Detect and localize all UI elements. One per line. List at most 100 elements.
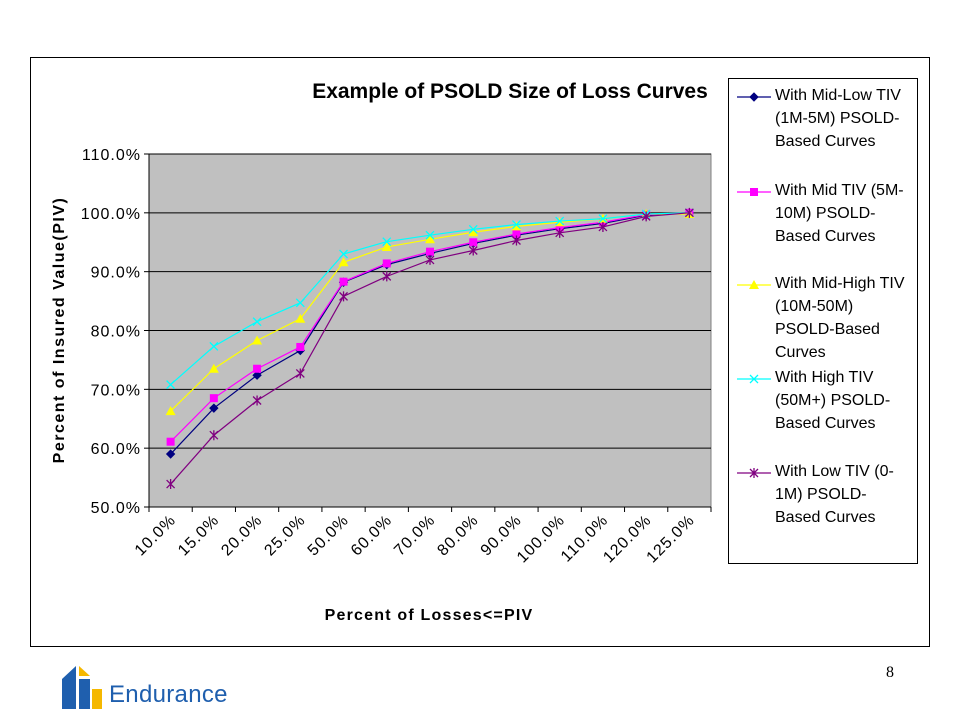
y-tick-label: 90.0% bbox=[91, 265, 141, 282]
data-point bbox=[684, 207, 694, 218]
data-point bbox=[382, 237, 392, 247]
legend-label-line: (50M+) PSOLD- bbox=[775, 392, 891, 409]
data-point bbox=[252, 370, 262, 380]
data-point bbox=[166, 437, 175, 446]
legend-label-line: With Mid-Low TIV bbox=[775, 87, 901, 104]
legend-label: With High TIV (50M+) PSOLD- Based Curves bbox=[775, 366, 917, 435]
data-point bbox=[598, 214, 608, 224]
legend-label-line: Based Curves bbox=[775, 509, 876, 526]
data-point bbox=[166, 479, 176, 490]
legend-item: With Mid-High TIV (10M-50M) PSOLD-Based Cur… bbox=[729, 272, 919, 362]
endurance-logo-icon bbox=[62, 666, 102, 709]
data-point bbox=[338, 257, 349, 267]
legend-label-line: Based Curves bbox=[775, 415, 876, 432]
data-point bbox=[425, 254, 435, 265]
line-chart: Example of PSOLD Size of Loss Curves 50.… bbox=[51, 80, 712, 624]
data-point bbox=[512, 230, 521, 239]
legend-label: With Mid-Low TIV (1M-5M) PSOLD- Based Curv… bbox=[775, 84, 917, 153]
data-point bbox=[555, 216, 565, 226]
x-axis-label: Percent of Losses<=PIV bbox=[325, 607, 534, 624]
legend-label-line: (10M-50M) bbox=[775, 298, 854, 315]
y-tick-label: 110.0% bbox=[82, 147, 141, 164]
x-tick-label: 20.0% bbox=[218, 512, 266, 560]
data-point bbox=[339, 249, 348, 259]
series-5 bbox=[166, 207, 694, 490]
legend-item: With Mid TIV (5M- 10M) PSOLD- Based Curves bbox=[729, 179, 919, 269]
chart-legend: With Mid-Low TIV (1M-5M) PSOLD- Based Curv… bbox=[728, 78, 918, 564]
data-point bbox=[208, 363, 219, 373]
x-tick-label: 15.0% bbox=[175, 512, 223, 560]
data-point bbox=[555, 223, 564, 232]
data-point bbox=[468, 245, 478, 256]
data-point bbox=[339, 277, 348, 286]
data-point bbox=[555, 227, 565, 238]
data-point bbox=[511, 221, 522, 231]
chart-title: Example of PSOLD Size of Loss Curves bbox=[312, 80, 708, 103]
legend-label-line: With Mid TIV (5M- bbox=[775, 182, 904, 199]
legend-symbol bbox=[737, 468, 771, 478]
x-tick-label: 100.0% bbox=[514, 512, 569, 567]
brand-name: Endurance bbox=[109, 681, 228, 708]
page-number: 8 bbox=[886, 664, 894, 681]
data-point bbox=[512, 220, 521, 230]
legend-label-line: With Low TIV (0- bbox=[775, 463, 894, 480]
y-tick-label: 70.0% bbox=[91, 382, 141, 399]
data-point bbox=[425, 234, 435, 244]
data-point bbox=[426, 247, 434, 256]
legend-symbol bbox=[737, 374, 771, 384]
x-tick-label: 10.0% bbox=[132, 512, 180, 560]
x-tick-label: 50.0% bbox=[305, 512, 353, 560]
legend-item: With High TIV (50M+) PSOLD- Based Curves bbox=[729, 366, 919, 456]
data-point bbox=[425, 230, 435, 240]
legend-label-line: (1M-5M) PSOLD- bbox=[775, 110, 900, 127]
legend-label: With Low TIV (0- 1M) PSOLD- Based Curves bbox=[775, 460, 917, 529]
data-point bbox=[469, 238, 478, 247]
data-point bbox=[252, 395, 262, 406]
legend-label-line: 1M) PSOLD- bbox=[775, 486, 867, 503]
legend-marker bbox=[749, 374, 759, 384]
legend-label-line: PSOLD-Based bbox=[775, 321, 880, 338]
legend-marker bbox=[749, 468, 759, 478]
legend-label: With Mid TIV (5M- 10M) PSOLD- Based Curves bbox=[775, 179, 917, 248]
series-group bbox=[165, 207, 695, 490]
legend-symbol bbox=[737, 92, 771, 102]
data-point bbox=[641, 211, 651, 222]
data-point bbox=[209, 394, 218, 403]
data-point bbox=[295, 313, 306, 323]
legend-label-line: With High TIV bbox=[775, 369, 874, 386]
y-tick-label: 100.0% bbox=[81, 206, 141, 223]
series-4 bbox=[166, 208, 694, 390]
x-tick-label: 125.0% bbox=[644, 512, 699, 567]
legend-marker bbox=[749, 92, 759, 102]
data-point bbox=[468, 227, 479, 237]
legend-symbol bbox=[737, 280, 771, 289]
data-point bbox=[209, 341, 219, 351]
legend-label-line: Curves bbox=[775, 344, 826, 361]
data-point bbox=[382, 271, 392, 282]
data-point bbox=[468, 224, 478, 234]
data-point bbox=[252, 335, 263, 345]
legend-marker bbox=[749, 280, 759, 289]
data-point bbox=[512, 235, 521, 246]
y-tick-label: 60.0% bbox=[91, 441, 141, 458]
y-tick-label: 80.0% bbox=[91, 324, 141, 341]
y-axis-label: Percent of Insured Value(PIV) bbox=[51, 197, 68, 464]
data-point bbox=[382, 259, 391, 268]
data-point bbox=[296, 342, 305, 351]
x-tick-label: 70.0% bbox=[391, 512, 439, 560]
data-point bbox=[339, 291, 348, 302]
legend-item: With Mid-Low TIV (1M-5M) PSOLD- Based Curv… bbox=[729, 84, 919, 174]
legend-symbol bbox=[737, 188, 771, 196]
legend-label-line: 10M) PSOLD- bbox=[775, 205, 876, 222]
data-point bbox=[165, 406, 176, 416]
legend-label-line: Based Curves bbox=[775, 133, 876, 150]
data-point bbox=[253, 364, 262, 373]
legend-label-line: Based Curves bbox=[775, 228, 876, 245]
legend-item: With Low TIV (0- 1M) PSOLD- Based Curves bbox=[729, 460, 919, 550]
x-tick-label: 60.0% bbox=[348, 512, 396, 560]
x-tick-label: 80.0% bbox=[434, 512, 482, 560]
data-point bbox=[381, 241, 392, 251]
data-point bbox=[598, 221, 608, 232]
legend-label-line: With Mid-High TIV bbox=[775, 275, 905, 292]
legend-marker bbox=[750, 188, 758, 196]
